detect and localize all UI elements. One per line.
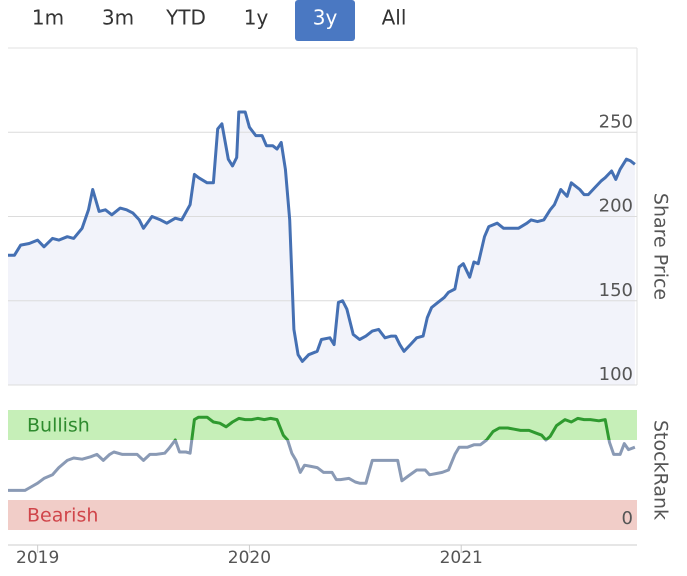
range-button[interactable]: 3y xyxy=(295,0,355,41)
range-button-label[interactable]: YTD xyxy=(165,6,206,30)
band-label: Bearish xyxy=(27,505,98,527)
range-button-bg[interactable] xyxy=(295,0,355,41)
y-tick-label: 250 xyxy=(599,111,633,132)
band xyxy=(8,410,637,440)
x-tick-label: 2020 xyxy=(228,548,271,568)
y-axis-title: StockRank xyxy=(650,420,672,520)
y-tick-label: 0 xyxy=(622,508,633,529)
range-button-label[interactable]: 3m xyxy=(102,6,134,30)
range-button-label[interactable]: 3y xyxy=(313,6,338,30)
price-area xyxy=(8,112,635,385)
y-tick-label: 200 xyxy=(599,196,633,217)
range-button[interactable]: All xyxy=(382,6,407,30)
price-line xyxy=(8,110,636,363)
y-tick-label: 150 xyxy=(599,280,633,301)
range-button-label[interactable]: All xyxy=(382,6,407,30)
x-tick-label: 2019 xyxy=(16,548,59,568)
range-button[interactable]: 1m xyxy=(32,6,64,30)
band xyxy=(8,500,637,530)
y-tick-label: 100 xyxy=(599,364,633,385)
x-tick-label: 2021 xyxy=(440,548,483,568)
band-label: Bullish xyxy=(27,415,90,437)
range-button-label[interactable]: 1m xyxy=(32,6,64,30)
stockrank-line xyxy=(8,415,636,492)
range-button-label[interactable]: 1y xyxy=(244,6,269,30)
range-button[interactable]: 1y xyxy=(244,6,269,30)
range-button[interactable]: 3m xyxy=(102,6,134,30)
y-axis-title: Share Price xyxy=(650,193,672,300)
range-button[interactable]: YTD xyxy=(165,6,206,30)
